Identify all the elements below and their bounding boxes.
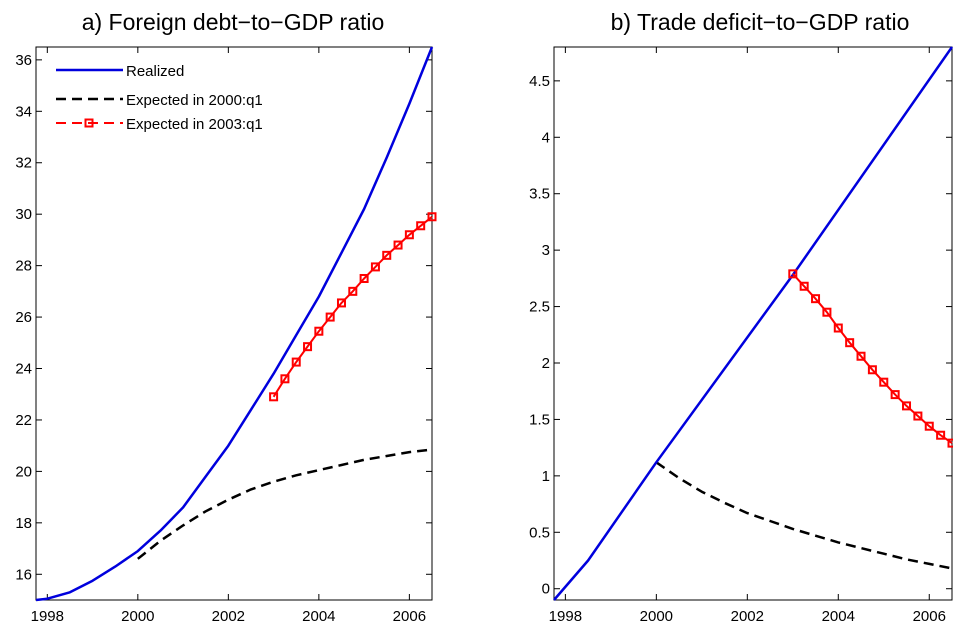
series-line-expected-2003: [792, 273, 953, 444]
x-tick-label: 2006: [913, 608, 946, 625]
y-tick-label: 32: [15, 155, 32, 172]
series-marker-expected-2003: [325, 312, 335, 322]
y-tick-label: 1.5: [529, 411, 550, 428]
series-marker-expected-2003: [314, 326, 324, 336]
series-layer: [35, 46, 437, 602]
y-tick-label: 36: [15, 52, 32, 69]
series-marker-expected-2003: [947, 438, 953, 448]
chart-title: a) Foreign debt−to−GDP ratio: [82, 9, 385, 35]
y-tick-label: 4.5: [529, 73, 550, 90]
y-tick-label: 2: [542, 355, 550, 372]
y-tick-label: 20: [15, 463, 32, 480]
series-layer: [553, 46, 953, 601]
legend: Realized Expected in 2000:q1 Expected in…: [56, 63, 263, 133]
series-marker-expected-2003: [370, 262, 380, 272]
series-marker-expected-2003: [269, 392, 279, 402]
y-tick-label: 3: [542, 242, 550, 259]
series-line-realized: [35, 46, 434, 602]
series-marker-expected-2003: [393, 240, 403, 250]
series-marker-expected-2003: [913, 411, 923, 421]
series-marker-expected-2003: [291, 357, 301, 367]
x-tick-label: 2004: [822, 608, 855, 625]
series-marker-expected-2003: [382, 250, 392, 260]
series-marker-expected-2003: [890, 390, 900, 400]
series-marker-expected-2003: [822, 307, 832, 317]
y-tick-label: 3.5: [529, 186, 550, 203]
series-marker-expected-2003: [359, 273, 369, 283]
axis-ticks: 1998 2000 2002 2004 2006 0 0.5 1 1.5 2 2.5 3 3.5 4 4.5: [529, 47, 952, 625]
y-tick-label: 34: [15, 103, 32, 120]
series-line-expected-2003: [272, 216, 433, 398]
panel-trade-deficit: b) Trade deficit−to−GDP ratio 1998 2000 20…: [529, 9, 953, 625]
series-marker-expected-2003: [280, 374, 290, 384]
x-tick-label: 1998: [549, 608, 582, 625]
y-tick-label: 30: [15, 206, 32, 223]
series-marker-expected-2003: [404, 230, 414, 240]
legend-label-expected-2000: Expected in 2000:q1: [126, 92, 263, 109]
series-marker-expected-2003: [867, 365, 877, 375]
series-marker-expected-2003: [811, 294, 821, 304]
plot-frame: [553, 46, 953, 601]
x-tick-label: 1998: [31, 608, 64, 625]
y-tick-label: 0: [542, 581, 550, 598]
series-marker-expected-2003: [799, 281, 809, 291]
series-marker-expected-2003: [303, 342, 313, 352]
y-tick-label: 4: [542, 129, 550, 146]
series-marker-expected-2003: [788, 269, 798, 279]
y-tick-label: 22: [15, 412, 32, 429]
plot-frame: [35, 46, 433, 601]
series-marker-expected-2003: [902, 401, 912, 411]
series-marker-expected-2003: [336, 298, 346, 308]
y-tick-label: 0.5: [529, 524, 550, 541]
y-tick-label: 18: [15, 515, 32, 532]
y-tick-label: 1: [542, 468, 550, 485]
axis-ticks: 1998 2000 2002 2004 2006 16 18 20 22 24 26 28 30 32 34…: [15, 47, 432, 625]
legend-label-expected-2003: Expected in 2003:q1: [126, 116, 263, 133]
chart-title: b) Trade deficit−to−GDP ratio: [611, 9, 910, 35]
y-tick-label: 26: [15, 309, 32, 326]
series-line-expected-2000: [655, 461, 953, 570]
y-tick-label: 28: [15, 258, 32, 275]
panel-foreign-debt: a) Foreign debt−to−GDP ratio 1998 2000 200…: [15, 9, 437, 625]
legend-marker-expected-2003: [84, 118, 94, 128]
y-tick-label: 2.5: [529, 299, 550, 316]
x-tick-label: 2004: [302, 608, 335, 625]
series-marker-expected-2003: [936, 430, 946, 440]
series-line-expected-2000: [137, 448, 433, 560]
series-marker-expected-2003: [833, 323, 843, 333]
series-marker-expected-2003: [845, 338, 855, 348]
series-marker-expected-2003: [879, 377, 889, 387]
x-tick-label: 2006: [393, 608, 426, 625]
legend-label-realized: Realized: [126, 63, 184, 80]
series-marker-expected-2003: [856, 351, 866, 361]
y-tick-label: 24: [15, 361, 32, 378]
series-marker-expected-2003: [427, 212, 437, 222]
x-tick-label: 2000: [640, 608, 673, 625]
series-marker-expected-2003: [348, 286, 358, 296]
x-tick-label: 2002: [731, 608, 764, 625]
x-tick-label: 2000: [121, 608, 154, 625]
x-tick-label: 2002: [212, 608, 245, 625]
series-marker-expected-2003: [416, 221, 426, 231]
y-tick-label: 16: [15, 566, 32, 583]
series-line-realized: [553, 46, 953, 601]
series-marker-expected-2003: [924, 421, 934, 431]
